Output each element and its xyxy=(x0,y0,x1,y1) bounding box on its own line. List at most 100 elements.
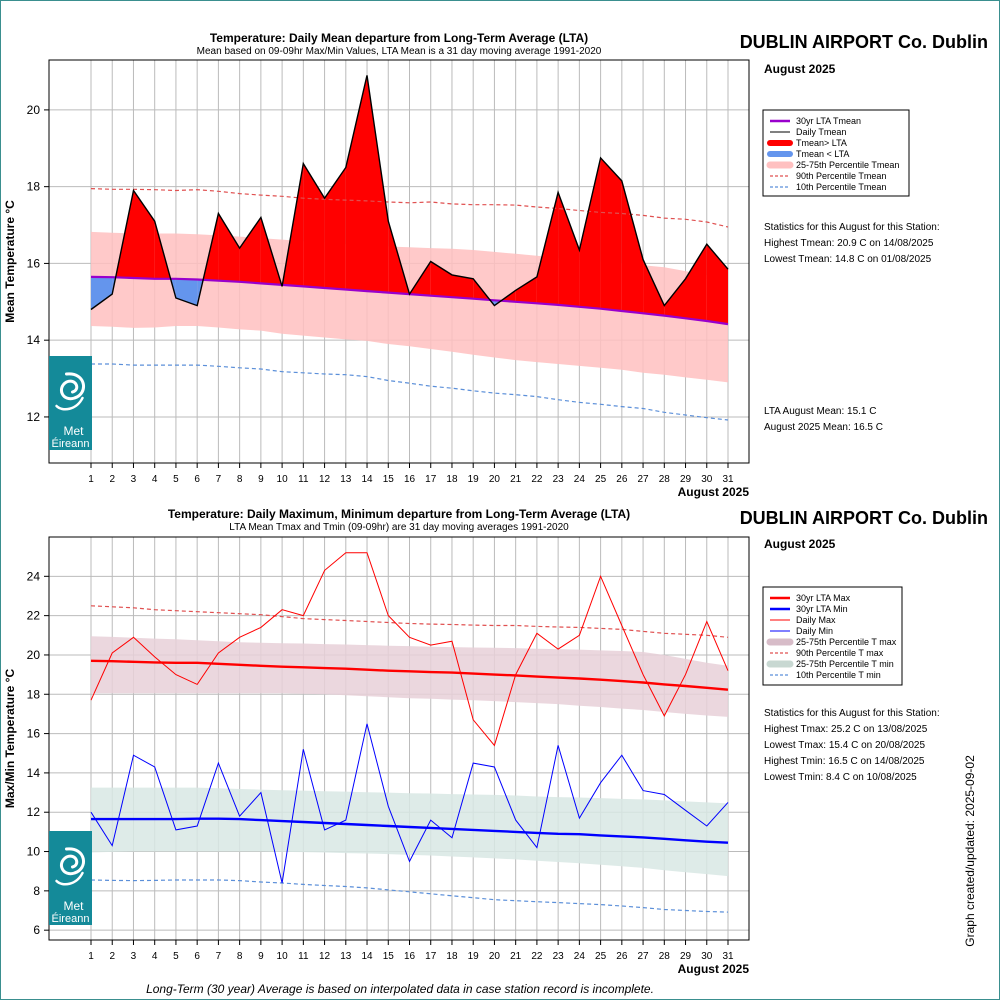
below-lta-area xyxy=(175,278,198,306)
legend-label: 90th Percentile T max xyxy=(796,648,884,658)
chart-title: Temperature: Daily Maximum, Minimum depa… xyxy=(168,507,630,521)
x-tick-label: 31 xyxy=(722,951,734,962)
station-name: DUBLIN AIRPORT Co. Dublin xyxy=(740,508,988,528)
x-tick-label: 9 xyxy=(258,474,264,485)
x-tick-label: 1 xyxy=(88,474,94,485)
x-tick-label: 6 xyxy=(194,474,200,485)
legend-label: 30yr LTA Min xyxy=(796,604,848,614)
chart-title: Temperature: Daily Mean departure from L… xyxy=(210,31,588,45)
stats-line: Highest Tmax: 25.2 C on 13/08/2025 xyxy=(764,724,928,735)
y-tick-label: 6 xyxy=(33,923,40,937)
x-tick-label: 23 xyxy=(553,474,565,485)
x-tick-label: 22 xyxy=(531,474,543,485)
x-tick-label: 6 xyxy=(194,951,200,962)
band-25-75th-percentile-t-min xyxy=(91,787,728,877)
x-tick-label: 14 xyxy=(361,951,373,962)
x-tick-label: 21 xyxy=(510,474,522,485)
x-tick-label: 23 xyxy=(553,951,565,962)
x-tick-label: 19 xyxy=(468,951,480,962)
y-tick-label: 14 xyxy=(27,333,41,347)
x-tick-label: 24 xyxy=(574,951,586,962)
x-tick-label: 30 xyxy=(701,951,713,962)
x-tick-label: 25 xyxy=(595,951,607,962)
x-tick-label: 4 xyxy=(152,474,158,485)
x-tick-label: 10 xyxy=(277,474,289,485)
x-tick-label: 9 xyxy=(258,951,264,962)
x-tick-label: 13 xyxy=(340,951,352,962)
x-tick-label: 25 xyxy=(595,474,607,485)
y-tick-label: 8 xyxy=(33,884,40,898)
legend-label: 25-75th Percentile Tmean xyxy=(796,160,899,170)
legend-label: Daily Tmean xyxy=(796,127,846,137)
y-tick-label: 10 xyxy=(27,845,41,859)
stats-line: Lowest Tmax: 15.4 C on 20/08/2025 xyxy=(764,740,925,751)
above-lta-area xyxy=(218,213,240,282)
above-lta-area xyxy=(600,157,622,311)
month-label: August 2025 xyxy=(764,62,836,76)
y-tick-label: 12 xyxy=(27,805,41,819)
stats-line: Highest Tmean: 20.9 C on 14/08/2025 xyxy=(764,238,934,249)
y-axis-label: Mean Temperature °C xyxy=(3,200,17,323)
mean-line: August 2025 Mean: 16.5 C xyxy=(764,422,883,433)
above-lta-area xyxy=(430,261,452,298)
series-90th-percentile-t-max xyxy=(90,605,729,638)
legend-label: 10th Percentile Tmean xyxy=(796,182,886,192)
y-tick-label: 18 xyxy=(27,180,41,194)
logo-background xyxy=(49,831,92,925)
logo-text-eireann: Éireann xyxy=(52,437,90,450)
legend-label: 30yr LTA Max xyxy=(796,593,851,603)
plot-frame xyxy=(48,59,750,464)
x-tick-label: 11 xyxy=(298,474,309,485)
above-lta-area xyxy=(536,192,559,305)
x-tick-label: 20 xyxy=(489,474,501,485)
legend-label: 10th Percentile T min xyxy=(796,670,881,680)
x-tick-label: 26 xyxy=(616,474,628,485)
x-tick-label: 26 xyxy=(616,951,628,962)
x-tick-label: 15 xyxy=(383,474,395,485)
y-tick-label: 12 xyxy=(27,410,41,424)
x-tick-label: 7 xyxy=(216,474,222,485)
series-daily-tmean xyxy=(90,75,729,311)
swirl-icon xyxy=(59,847,85,876)
x-tick-label: 8 xyxy=(237,474,243,485)
stats-heading: Statistics for this August for this Stat… xyxy=(764,708,940,719)
x-tick-label: 3 xyxy=(131,951,137,962)
x-tick-label: 18 xyxy=(446,951,458,962)
series-daily-min xyxy=(90,723,729,884)
x-tick-label: 16 xyxy=(404,951,416,962)
x-tick-label: 21 xyxy=(510,951,522,962)
above-lta-area xyxy=(303,163,325,288)
x-tick-label: 14 xyxy=(361,474,373,485)
swirl-tail-icon xyxy=(55,396,84,411)
chart-subtitle: Mean based on 09-09hr Max/Min Values, LT… xyxy=(197,46,602,57)
x-axis-label: August 2025 xyxy=(678,962,750,976)
logo-background xyxy=(49,356,92,450)
station-name: DUBLIN AIRPORT Co. Dublin xyxy=(740,32,988,52)
legend-label: 25-75th Percentile T max xyxy=(796,637,897,647)
above-lta-area xyxy=(452,274,474,299)
x-tick-label: 27 xyxy=(638,474,650,485)
x-tick-label: 18 xyxy=(446,474,458,485)
x-tick-label: 24 xyxy=(574,474,586,485)
x-axis-label: August 2025 xyxy=(678,485,750,499)
x-tick-label: 12 xyxy=(319,951,331,962)
x-tick-label: 16 xyxy=(404,474,416,485)
y-tick-label: 20 xyxy=(27,103,41,117)
x-tick-label: 12 xyxy=(319,474,331,485)
x-tick-label: 27 xyxy=(638,951,650,962)
below-lta-area xyxy=(91,276,113,310)
above-lta-area xyxy=(367,75,389,293)
gridlines xyxy=(49,537,749,940)
x-tick-label: 3 xyxy=(131,474,137,485)
y-tick-label: 16 xyxy=(27,727,41,741)
above-lta-area xyxy=(515,276,537,304)
y-tick-label: 22 xyxy=(27,609,41,623)
above-lta-area xyxy=(345,75,367,292)
above-lta-area xyxy=(621,180,644,314)
x-tick-label: 20 xyxy=(489,951,501,962)
